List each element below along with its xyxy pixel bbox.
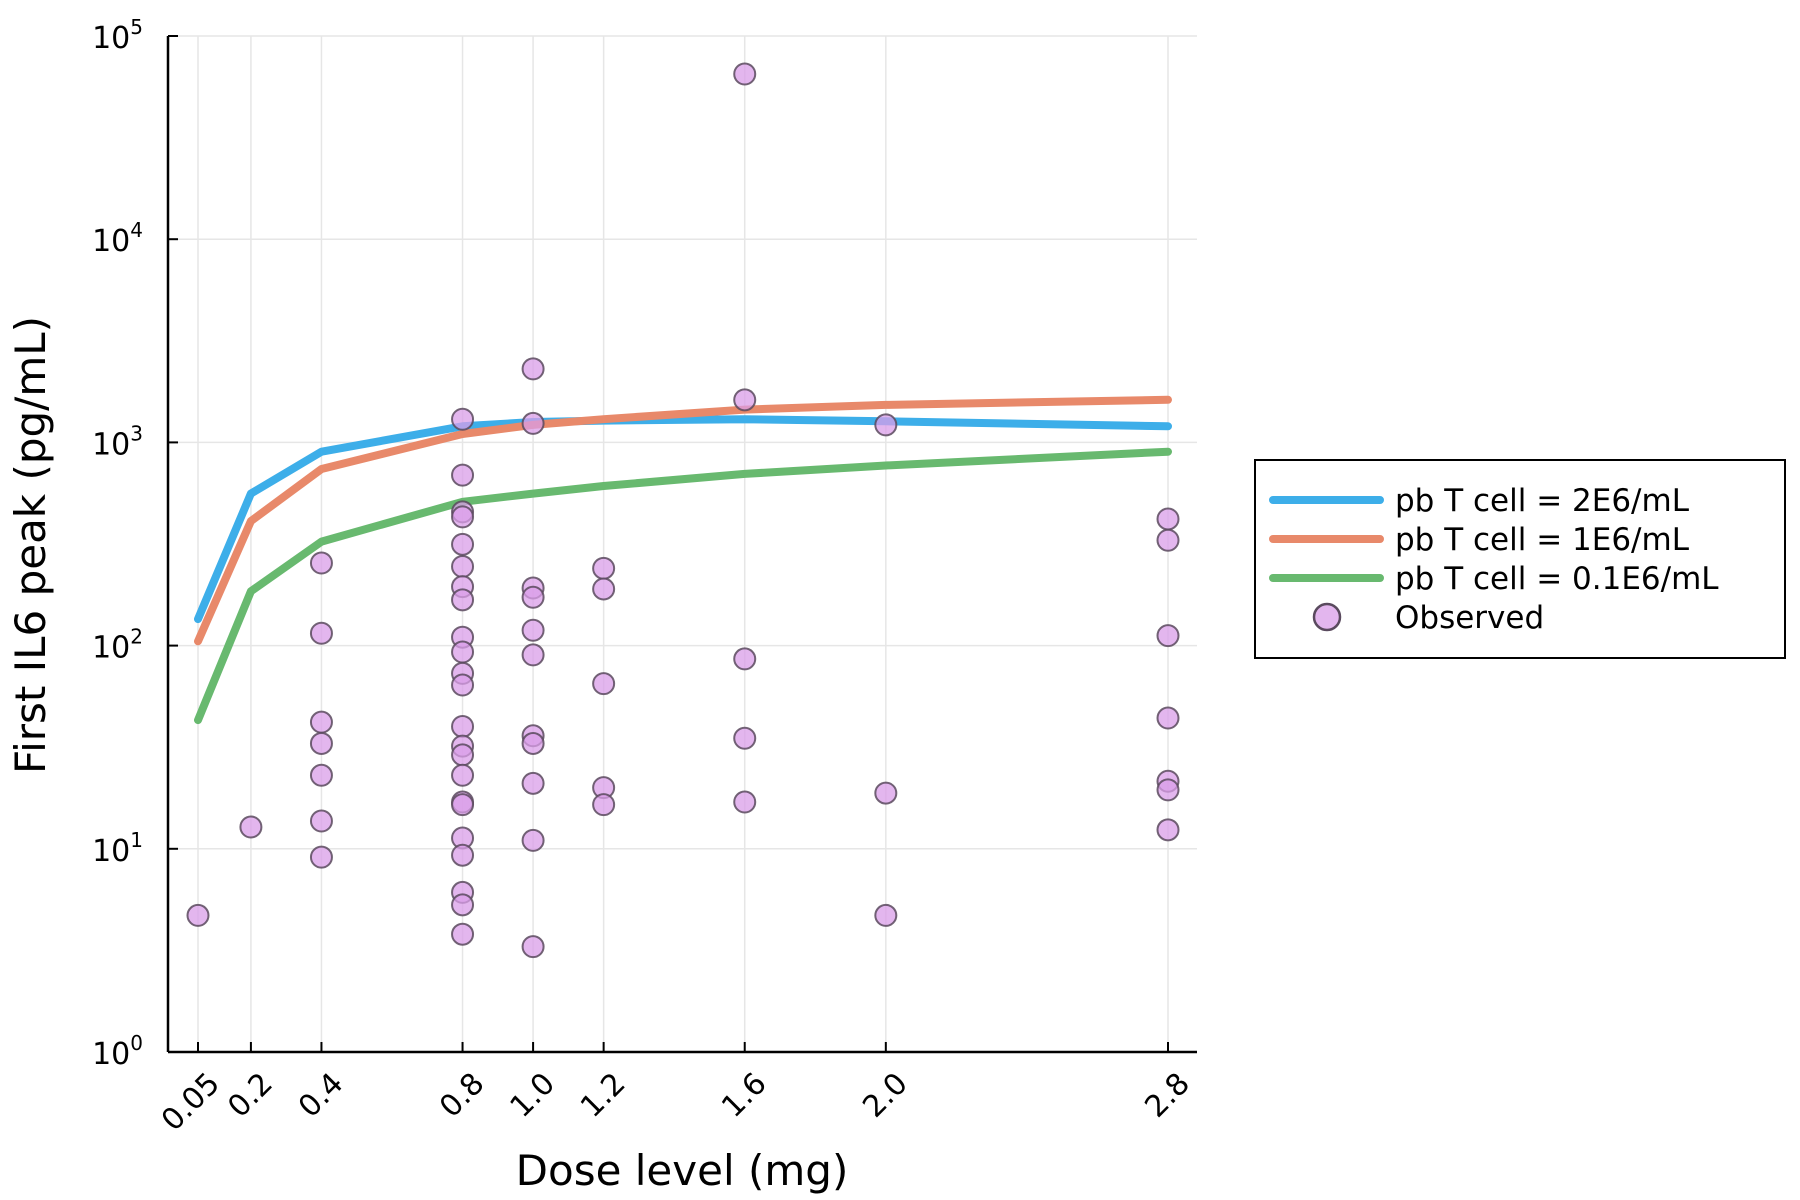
observed-points — [186, 62, 1180, 959]
observed-point — [1156, 507, 1180, 531]
y-axis-label: First IL6 peak (pg/mL) — [6, 316, 55, 774]
observed-point — [1156, 778, 1180, 802]
series-line — [194, 415, 1172, 624]
x-tick-label: 2.8 — [1138, 1066, 1196, 1124]
x-tick-label: 1.0 — [504, 1066, 562, 1124]
observed-point — [521, 828, 545, 852]
legend-marker — [1312, 602, 1342, 632]
observed-point — [451, 505, 475, 529]
observed-point — [451, 640, 475, 664]
x-axis-label: Dose level (mg) — [516, 1146, 849, 1195]
observed-point — [451, 463, 475, 487]
observed-point — [733, 388, 757, 412]
observed-point — [451, 893, 475, 917]
observed-point — [874, 781, 898, 805]
axes — [166, 35, 1197, 1054]
observed-point — [451, 763, 475, 787]
observed-point — [451, 555, 475, 579]
observed-point — [592, 577, 616, 601]
legend-label: pb T cell = 2E6/mL — [1395, 483, 1690, 519]
observed-point — [874, 903, 898, 927]
x-tick-labels: 0.050.2 0.4 0.8 1.0 1.2 1.6 2.0 2.8 — [155, 1066, 1197, 1138]
observed-point — [309, 710, 333, 734]
observed-point — [309, 763, 333, 787]
observed-point — [309, 621, 333, 645]
observed-point — [451, 793, 475, 817]
x-tick-label: 2.0 — [856, 1066, 914, 1124]
observed-point — [521, 643, 545, 667]
series-lines — [194, 395, 1172, 725]
observed-point — [592, 672, 616, 696]
y-tick-label: 104 — [92, 218, 143, 259]
observed-point — [1156, 528, 1180, 552]
observed-point — [521, 731, 545, 755]
observed-point — [733, 62, 757, 86]
x-tick-label: 1.6 — [715, 1066, 773, 1124]
observed-point — [733, 726, 757, 750]
legend-label: pb T cell = 0.1E6/mL — [1395, 561, 1719, 597]
observed-point — [451, 532, 475, 556]
y-tick-label: 100 — [92, 1031, 143, 1072]
observed-point — [1156, 818, 1180, 842]
observed-point — [521, 618, 545, 642]
observed-point — [451, 407, 475, 431]
observed-point — [521, 585, 545, 609]
legend-label: pb T cell = 1E6/mL — [1395, 522, 1690, 558]
legend-label: Observed — [1395, 600, 1544, 636]
y-tick-label: 105 — [92, 15, 143, 56]
series-line — [194, 447, 1172, 725]
observed-point — [451, 588, 475, 612]
observed-point — [451, 673, 475, 697]
observed-point — [309, 551, 333, 575]
grid — [168, 35, 1197, 1053]
observed-point — [1156, 624, 1180, 648]
observed-point — [521, 771, 545, 795]
observed-point — [451, 714, 475, 738]
observed-point — [521, 411, 545, 435]
observed-point — [309, 845, 333, 869]
observed-point — [1156, 706, 1180, 730]
observed-point — [592, 793, 616, 817]
observed-point — [451, 922, 475, 946]
x-tick-label: 0.8 — [433, 1066, 491, 1124]
observed-point — [186, 903, 210, 927]
legend-box — [1254, 459, 1786, 659]
observed-point — [733, 790, 757, 814]
x-tick-label: 0.05 — [155, 1066, 227, 1138]
observed-point — [309, 809, 333, 833]
y-tick-label: 102 — [92, 625, 143, 666]
observed-point — [451, 743, 475, 767]
observed-point — [309, 731, 333, 755]
x-tick-label: 1.2 — [574, 1066, 632, 1124]
series-line — [194, 395, 1172, 646]
observed-point — [592, 556, 616, 580]
observed-point — [451, 843, 475, 867]
observed-point — [733, 647, 757, 671]
x-tick-label: 0.2 — [221, 1066, 279, 1124]
x-tick-label: 0.4 — [292, 1066, 350, 1124]
observed-point — [521, 935, 545, 959]
observed-point — [874, 413, 898, 437]
observed-point — [521, 357, 545, 381]
y-tick-labels: 100 101 102 103 104 105 — [92, 15, 143, 1072]
y-tick-label: 103 — [92, 421, 143, 462]
observed-point — [239, 815, 263, 839]
y-tick-label: 101 — [92, 828, 143, 869]
